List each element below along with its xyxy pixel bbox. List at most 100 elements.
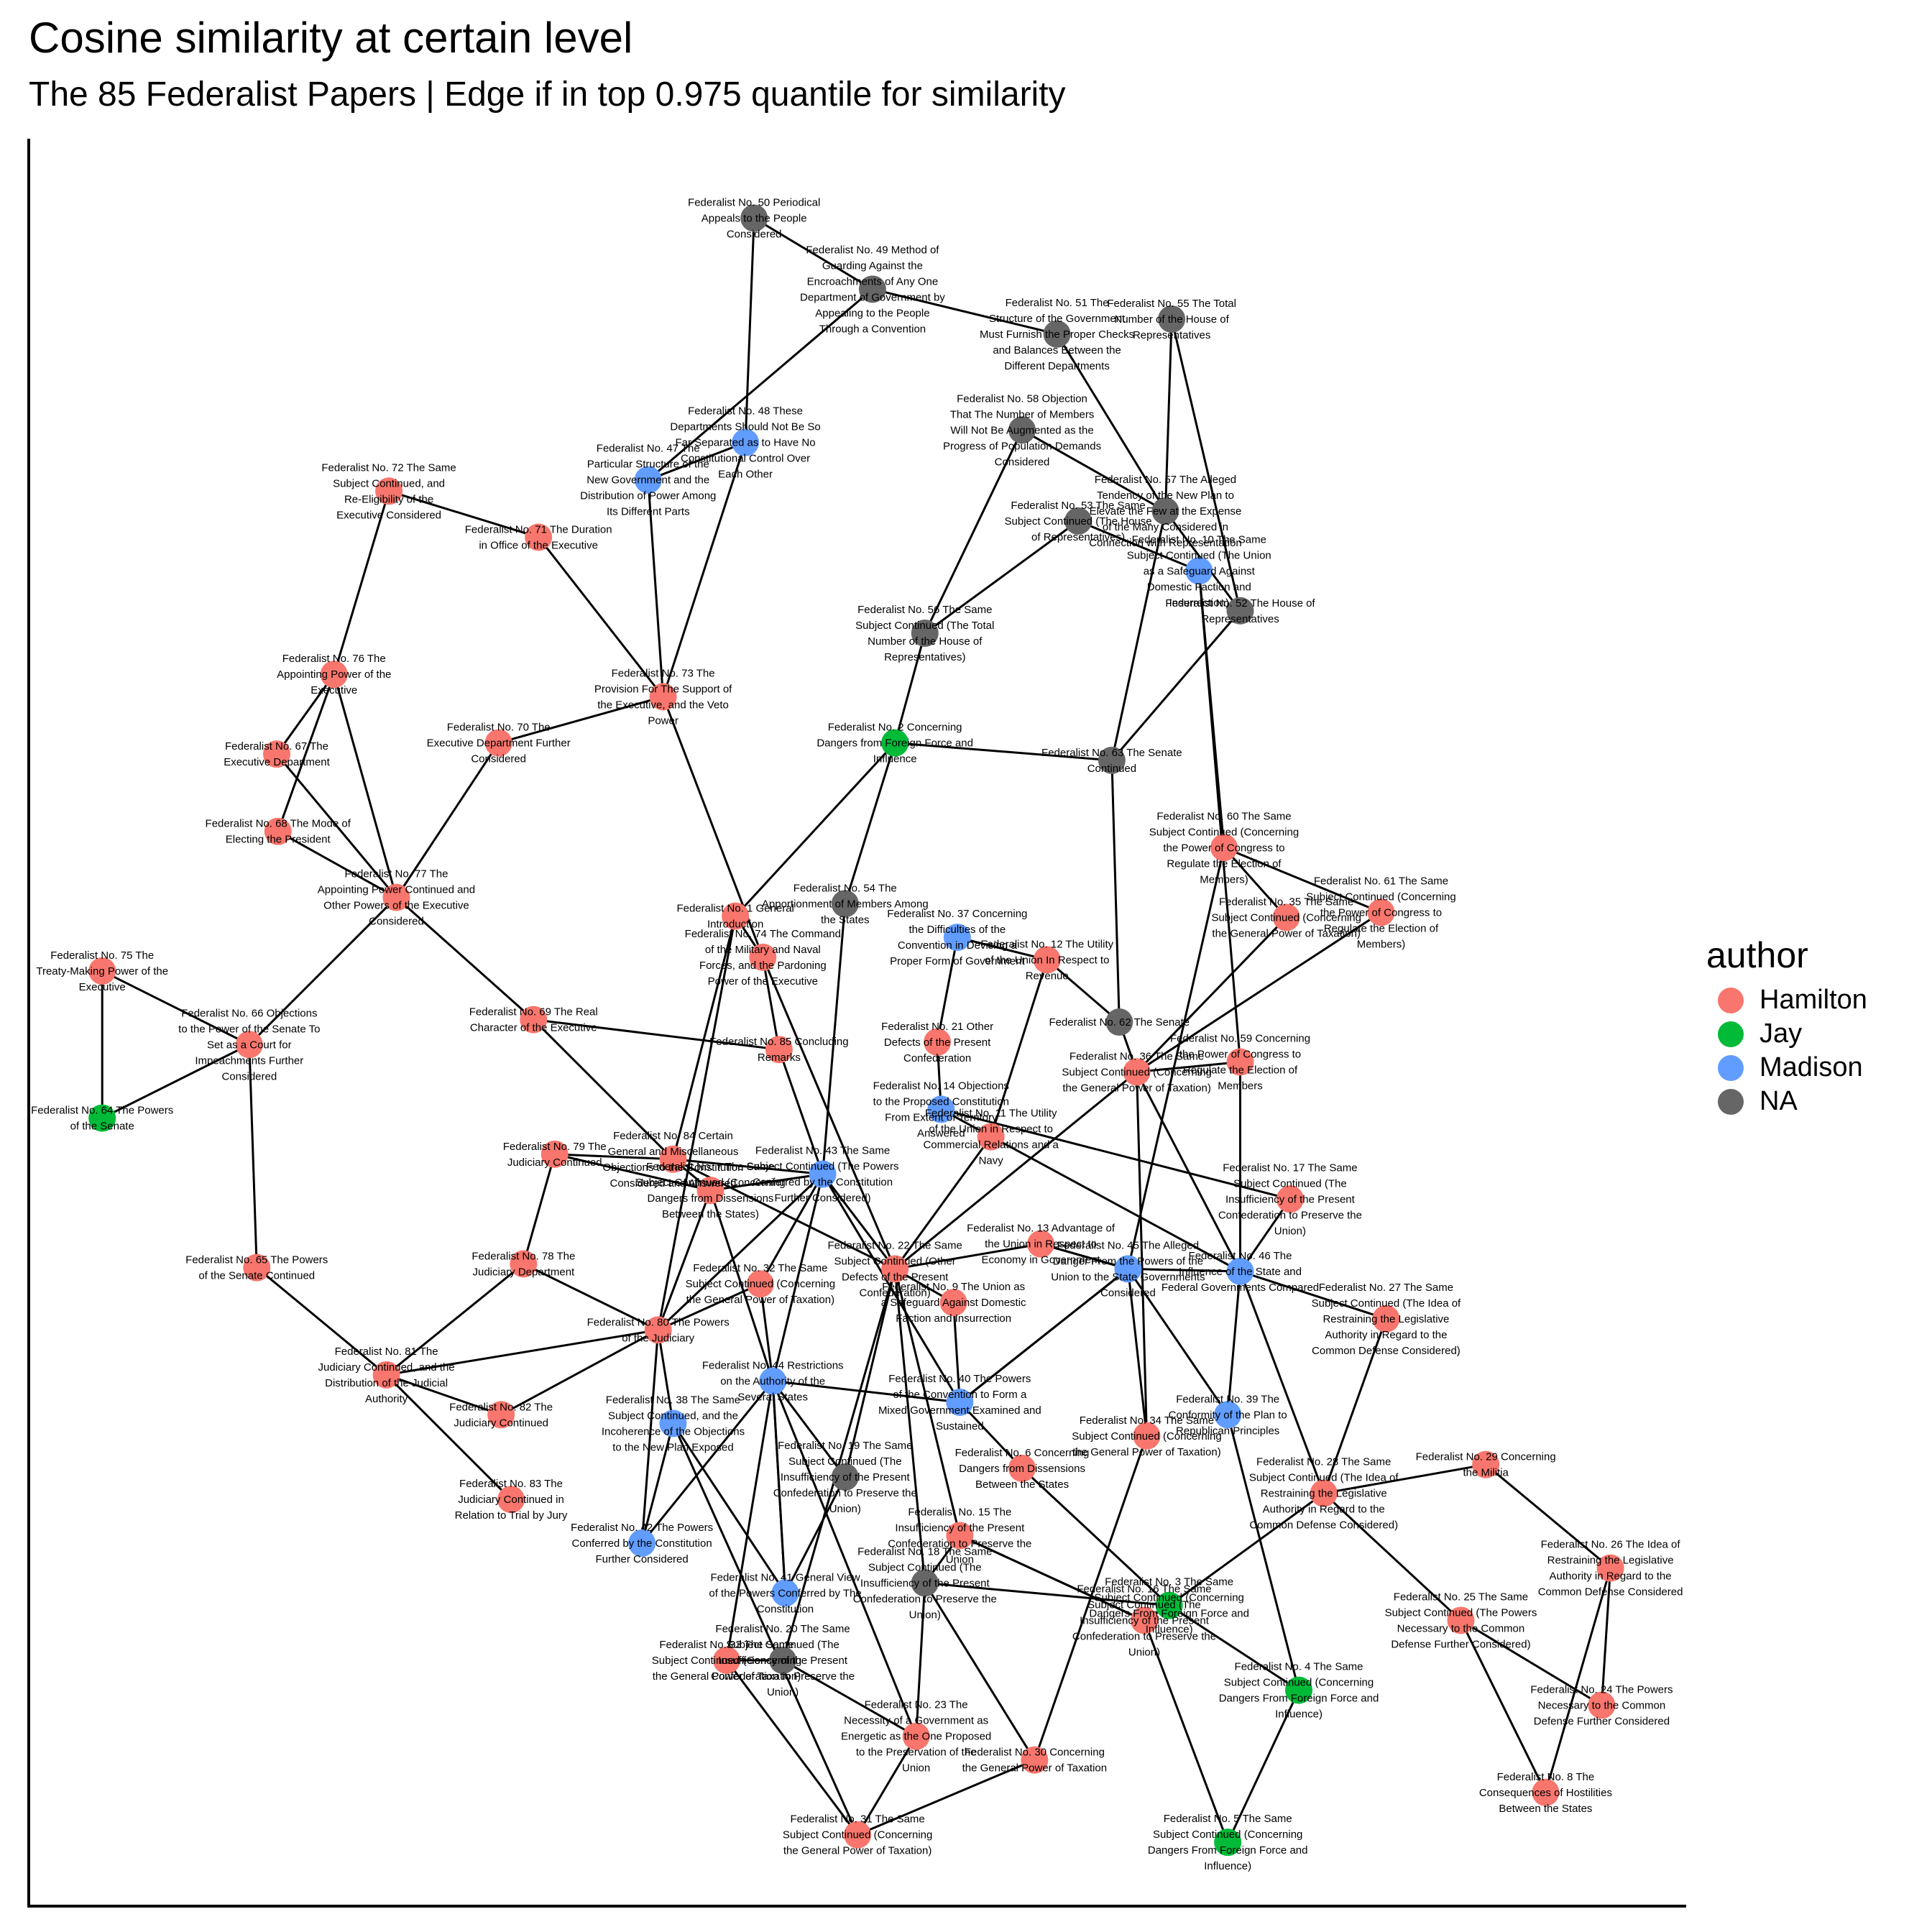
legend-label-na: NA [1760,1086,1798,1116]
node-80 [644,1316,672,1344]
node-label-60: Federalist No. 60 The Same Subject Contin… [1149,810,1299,886]
legend-label-madison: Madison [1760,1052,1863,1082]
node-label-8: Federalist No. 8 The Consequences of Host… [1479,1771,1612,1815]
node-label-6: Federalist No. 6 Concerning Dangers from … [955,1447,1090,1491]
node-85 [765,1036,793,1064]
node-label-69: Federalist No. 69 The Real Character of t… [469,1006,598,1034]
node-layer [88,204,1624,1857]
node-label-53: Federalist No. 53 The Same Subject Contin… [1005,500,1152,543]
edge-44-32 [759,1284,774,1381]
edge-73-70 [498,695,663,745]
edge-45-39 [1127,1268,1229,1416]
node-27 [1372,1305,1400,1333]
edge-60-61 [1223,846,1382,914]
edge-22-18 [893,1269,926,1583]
edge-28-29 [1323,1463,1486,1495]
node-66 [235,1031,263,1059]
node-13 [1027,1230,1055,1258]
edge-4-5 [1226,1689,1300,1843]
node-48 [732,428,760,456]
node-label-44: Federalist No. 44 Restrictions on the Aut… [702,1359,844,1403]
edge-7-79 [554,1153,711,1192]
edge-3-6 [1021,1467,1170,1606]
edge-18-23 [915,1583,926,1736]
node-29 [1472,1450,1500,1478]
edge-73-48 [662,442,747,697]
node-2 [881,729,909,757]
edge-10-60 [1197,571,1225,848]
node-label-67: Federalist No. 67 The Executive Departmen… [224,740,330,768]
node-18 [911,1569,939,1597]
edge-36-22 [894,1071,1138,1270]
edge-37-12 [957,936,1048,961]
node-46 [1226,1257,1254,1285]
node-24 [1588,1691,1616,1719]
edge-26-8 [1544,1568,1612,1793]
node-62 [1105,1008,1133,1036]
edge-58-57 [1021,428,1167,512]
node-label-19: Federalist No. 19 The Same Subject Contin… [773,1440,917,1515]
edge-50-49 [753,217,873,290]
edge-44-42 [640,1380,774,1544]
node-43 [809,1160,837,1188]
node-40 [946,1388,974,1416]
node-28 [1310,1479,1338,1507]
node-56 [911,619,939,647]
node-label-27: Federalist No. 27 The Same Subject Contin… [1312,1282,1461,1357]
node-41 [771,1579,799,1607]
node-79 [540,1140,569,1168]
edge-80-78 [523,1263,659,1331]
node-label-28: Federalist No. 28 The Same Subject Contin… [1249,1456,1399,1532]
edge-80-81 [386,1328,658,1376]
edge-46-28 [1239,1271,1325,1494]
edge-81-83 [385,1374,512,1501]
node-76 [320,661,348,689]
node-78 [510,1250,538,1278]
edge-25-24 [1460,1619,1603,1706]
edge-44-41 [771,1381,787,1593]
node-32 [746,1270,774,1298]
node-label-2: Federalist No. 2 Concerning Dangers from … [816,722,973,765]
node-35 [1272,903,1300,932]
edge-26-24 [1600,1568,1612,1706]
node-label-66: Federalist No. 66 Objections to the Power… [178,1007,320,1082]
node-26 [1596,1554,1624,1582]
node-label-51: Federalist No. 51 The Structure of the Go… [980,297,1134,372]
node-1 [722,902,750,930]
chart-subtitle: The 85 Federalist Papers | Edge if in to… [29,75,1066,114]
node-label-64: Federalist No. 64 The Powers of the Senat… [31,1105,173,1133]
edge-84-69 [533,1018,674,1160]
edge-50-48 [744,218,755,443]
node-30 [1021,1746,1049,1774]
edge-53-10 [1077,520,1200,572]
node-68 [264,817,292,845]
edge-66-75 [101,970,250,1046]
node-label-63: Federalist No. 63 The Senate Continued [1041,747,1182,775]
legend-item-madison: Madison [1706,1051,1867,1085]
edge-85-69 [533,1018,780,1051]
node-label-83: Federalist No. 83 The Judiciary Continued… [455,1478,568,1522]
node-label-45: Federalist No. 45 The Alleged Danger From… [1051,1239,1205,1299]
edge-73-47 [647,479,665,697]
node-55 [1158,305,1186,333]
node-45 [1114,1255,1142,1283]
node-50 [740,204,768,232]
node-label-73: Federalist No. 73 The Provision For The S… [594,667,732,727]
edge-1-80 [657,916,737,1330]
node-84 [659,1145,687,1173]
legend-swatch-jay [1718,1021,1744,1047]
legend-label-hamilton: Hamilton [1760,985,1867,1015]
node-label-32: Federalist No. 32 The Same Subject Contin… [686,1262,835,1306]
edge-33-31 [725,1660,859,1836]
edge-53-56 [924,520,1079,635]
edge-51-57 [1056,333,1167,512]
node-label-23: Federalist No. 23 The Necessity of a Gove… [841,1699,991,1775]
node-6 [1008,1454,1036,1482]
node-14 [927,1095,955,1123]
edge-79-78 [522,1154,556,1264]
edge-1-84 [672,916,737,1160]
edge-14-17 [940,1108,1291,1200]
edge-46-45 [1128,1267,1241,1273]
node-label-46: Federalist No. 46 The Influence of the St… [1162,1250,1319,1294]
node-74 [749,943,777,971]
